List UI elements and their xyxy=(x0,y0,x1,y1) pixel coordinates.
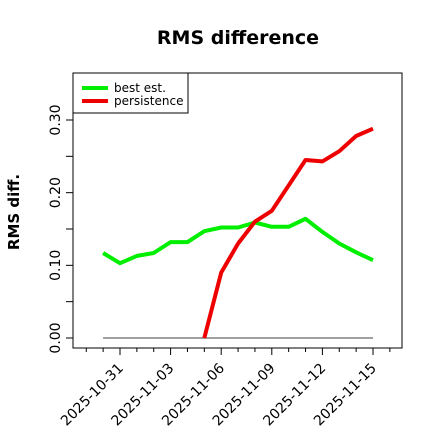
plot-frame xyxy=(72,72,403,349)
y-tick-label: 0.30 xyxy=(48,104,64,135)
series-line-best-est xyxy=(102,216,374,266)
y-tick-label: 0.00 xyxy=(48,322,64,353)
legend-box xyxy=(72,72,189,114)
series-layer xyxy=(102,126,374,339)
legend-label-best-est: best est. xyxy=(114,81,166,95)
chart-title: RMS difference xyxy=(157,27,319,49)
x-axis: 2025-10-312025-11-032025-11-062025-11-09… xyxy=(58,348,391,429)
y-axis: 0.00 0.10 0.20 0.30 xyxy=(48,104,73,354)
legend-label-persistence: persistence xyxy=(114,94,183,108)
legend: best est. persistence xyxy=(72,72,189,114)
y-axis-label: RMS diff. xyxy=(5,174,23,250)
series-line-persistence xyxy=(202,126,374,339)
y-tick-label: 0.20 xyxy=(48,177,64,208)
y-tick-label: 0.10 xyxy=(48,250,64,281)
